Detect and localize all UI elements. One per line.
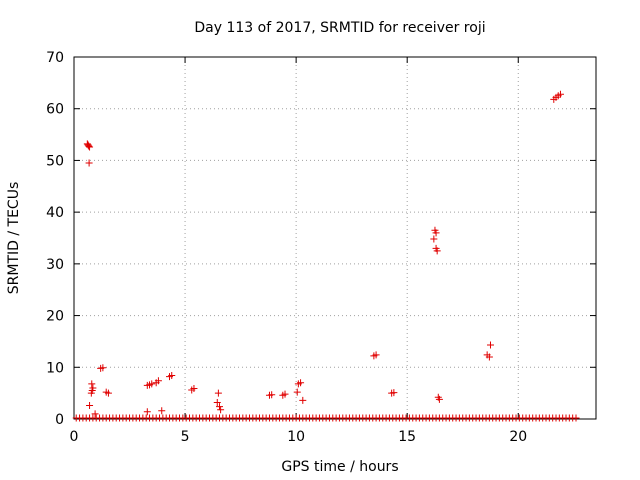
data-point <box>91 410 99 418</box>
y-tick-label: 30 <box>46 257 64 273</box>
data-point <box>297 379 305 387</box>
data-point <box>85 142 93 150</box>
data-point <box>485 353 493 361</box>
data-point <box>572 414 580 422</box>
data-point <box>433 247 441 255</box>
data-point <box>143 408 151 416</box>
plot-frame <box>73 56 597 420</box>
x-tick-label: 10 <box>287 429 305 445</box>
data-point <box>213 398 221 406</box>
axis-ticks: 0 10 20 30 40 50 60 70 0 5 10 15 20 <box>46 50 596 445</box>
data-point <box>217 406 225 414</box>
x-tick-label: 20 <box>509 429 527 445</box>
data-point <box>154 377 162 385</box>
data-point <box>435 395 443 403</box>
data-point <box>104 389 112 397</box>
data-point <box>215 403 223 411</box>
data-points <box>72 90 580 422</box>
x-tick-label: 0 <box>70 429 79 445</box>
grid <box>74 57 596 419</box>
data-point <box>556 90 564 98</box>
data-point <box>214 389 222 397</box>
data-point <box>268 391 276 399</box>
y-tick-label: 0 <box>55 412 64 428</box>
data-point <box>430 235 438 243</box>
data-point <box>372 351 380 359</box>
x-tick-label: 15 <box>398 429 416 445</box>
data-point <box>158 407 166 415</box>
y-tick-label: 50 <box>46 153 64 169</box>
y-tick-label: 20 <box>46 309 64 325</box>
data-point <box>87 389 95 397</box>
y-tick-label: 60 <box>46 102 64 118</box>
data-point <box>190 384 198 392</box>
data-point <box>281 390 289 398</box>
y-axis-label: SRMTID / TECUs <box>6 182 22 295</box>
data-point <box>85 159 93 167</box>
y-tick-label: 40 <box>46 205 64 221</box>
x-axis-label: GPS time / hours <box>281 459 398 475</box>
data-point <box>432 229 440 237</box>
data-point <box>293 388 301 396</box>
y-tick-label: 10 <box>46 360 64 376</box>
data-point <box>89 384 97 392</box>
chart-title: Day 113 of 2017, SRMTID for receiver roj… <box>194 20 485 36</box>
data-point <box>86 402 94 410</box>
data-point <box>390 389 398 397</box>
data-point <box>168 372 176 380</box>
data-point <box>99 364 107 372</box>
data-point <box>299 396 307 404</box>
x-tick-label: 5 <box>181 429 190 445</box>
data-point <box>88 380 96 388</box>
data-point <box>148 380 156 388</box>
data-point <box>486 341 494 349</box>
y-tick-label: 70 <box>46 50 64 66</box>
data-point <box>86 143 94 151</box>
